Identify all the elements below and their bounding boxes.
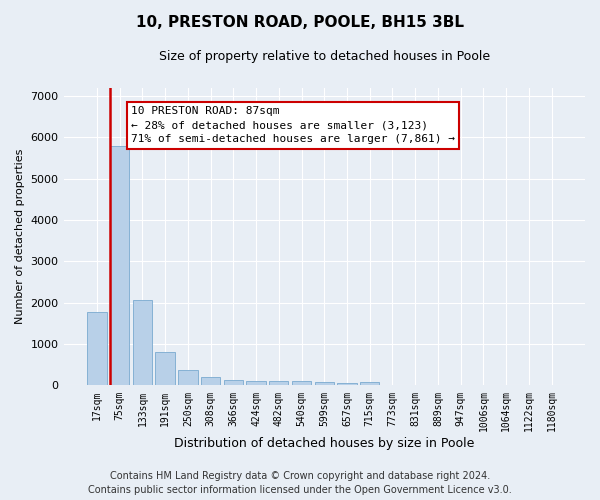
Bar — [224, 380, 243, 386]
Bar — [314, 382, 334, 386]
Bar — [201, 377, 220, 386]
Text: 10 PRESTON ROAD: 87sqm
← 28% of detached houses are smaller (3,123)
71% of semi-: 10 PRESTON ROAD: 87sqm ← 28% of detached… — [131, 106, 455, 144]
Bar — [155, 352, 175, 386]
Bar — [360, 382, 379, 386]
Bar — [87, 312, 107, 386]
Bar — [337, 383, 356, 386]
Bar — [178, 370, 197, 386]
Text: 10, PRESTON ROAD, POOLE, BH15 3BL: 10, PRESTON ROAD, POOLE, BH15 3BL — [136, 15, 464, 30]
Bar — [133, 300, 152, 386]
Text: Contains HM Land Registry data © Crown copyright and database right 2024.
Contai: Contains HM Land Registry data © Crown c… — [88, 471, 512, 495]
Bar — [292, 382, 311, 386]
Bar — [269, 382, 289, 386]
Bar — [247, 382, 266, 386]
X-axis label: Distribution of detached houses by size in Poole: Distribution of detached houses by size … — [174, 437, 475, 450]
Title: Size of property relative to detached houses in Poole: Size of property relative to detached ho… — [159, 50, 490, 63]
Y-axis label: Number of detached properties: Number of detached properties — [15, 149, 25, 324]
Bar — [110, 146, 130, 386]
